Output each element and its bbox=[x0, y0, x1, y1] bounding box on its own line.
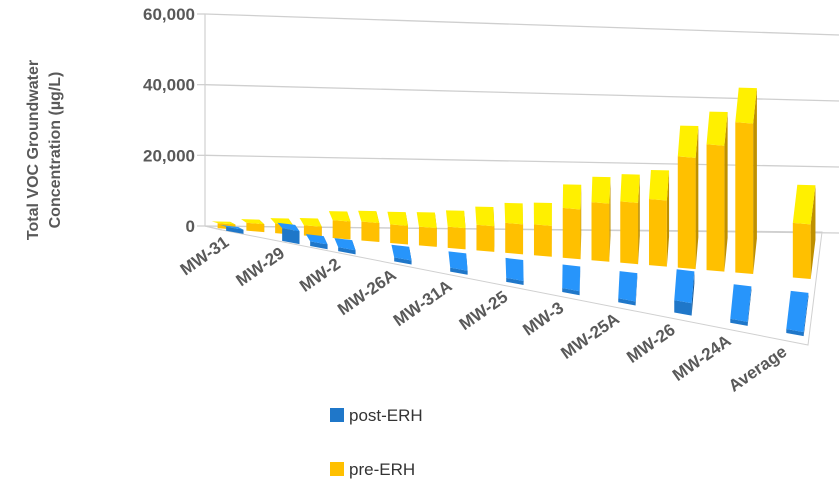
bar-pre-erh bbox=[328, 211, 351, 240]
x-tick-label: MW-24A bbox=[669, 331, 735, 385]
x-tick-label: MW-31 bbox=[177, 232, 232, 279]
bar-pre-erh bbox=[445, 210, 466, 250]
bar-post-erh bbox=[391, 244, 412, 265]
bar-post-erh bbox=[448, 251, 468, 275]
bar-pre-erh bbox=[735, 87, 757, 275]
bar-pre-erh bbox=[706, 111, 728, 272]
bar-post-erh bbox=[277, 222, 300, 245]
legend: post-ERH pre-ERH bbox=[330, 406, 423, 479]
bar-post-erh bbox=[220, 224, 244, 234]
y-tick-label: 60,000 bbox=[143, 5, 195, 24]
bar-pre-erh bbox=[475, 206, 495, 252]
bar-post-erh bbox=[674, 269, 695, 316]
x-tick-label: Average bbox=[725, 342, 790, 396]
bar-pre-erh bbox=[416, 212, 437, 247]
y-tick-label: 40,000 bbox=[143, 76, 195, 95]
bar-pre-erh bbox=[591, 176, 611, 262]
bar-pre-erh bbox=[620, 174, 640, 265]
bar-pre-erh bbox=[504, 202, 524, 255]
bar-pre-erh bbox=[792, 184, 816, 279]
bars bbox=[211, 87, 816, 337]
bar-post-erh bbox=[730, 284, 752, 326]
bar-pre-erh bbox=[562, 184, 582, 260]
gridline bbox=[204, 154, 839, 168]
x-tick-label: MW-29 bbox=[233, 243, 288, 290]
gridline bbox=[204, 84, 839, 102]
bar-pre-erh bbox=[358, 210, 380, 243]
x-tick-label: MW-25 bbox=[456, 287, 511, 334]
x-tick-label: MW-3 bbox=[519, 298, 567, 339]
legend-swatch-post-erh bbox=[330, 408, 344, 422]
chart-walls bbox=[204, 14, 823, 346]
y-tick-label: 20,000 bbox=[143, 146, 195, 165]
x-tick-label: MW-2 bbox=[296, 254, 344, 295]
bar-pre-erh bbox=[241, 219, 265, 233]
y-axis-ticks: 0 20,000 40,000 60,000 bbox=[143, 5, 195, 236]
bar-post-erh bbox=[305, 234, 328, 250]
bar-post-erh bbox=[618, 271, 638, 306]
legend-label-pre-erh: pre-ERH bbox=[349, 460, 415, 479]
bar-pre-erh bbox=[533, 202, 552, 257]
x-tick-label: MW-31A bbox=[390, 276, 456, 330]
bar-post-erh bbox=[562, 264, 581, 296]
bar-post-erh bbox=[334, 238, 356, 255]
legend-label-post-erh: post-ERH bbox=[349, 406, 423, 425]
x-tick-label: MW-25A bbox=[557, 309, 623, 363]
gridline bbox=[204, 13, 839, 36]
bar-post-erh bbox=[786, 290, 809, 337]
bar-pre-erh bbox=[299, 218, 322, 238]
x-tick-label: MW-26 bbox=[623, 320, 678, 367]
x-tick-label: MW-26A bbox=[334, 265, 400, 319]
y-tick-label: 0 bbox=[186, 217, 195, 236]
y-axis-title-line2: Concentration (µg/L) bbox=[47, 72, 64, 229]
bar-pre-erh bbox=[649, 169, 670, 267]
bar-post-erh bbox=[505, 257, 524, 285]
y-axis-title-line1: Total VOC Groundwater bbox=[25, 60, 42, 240]
legend-swatch-pre-erh bbox=[330, 462, 344, 476]
bar-pre-erh bbox=[677, 125, 699, 270]
bar-pre-erh bbox=[387, 211, 409, 245]
